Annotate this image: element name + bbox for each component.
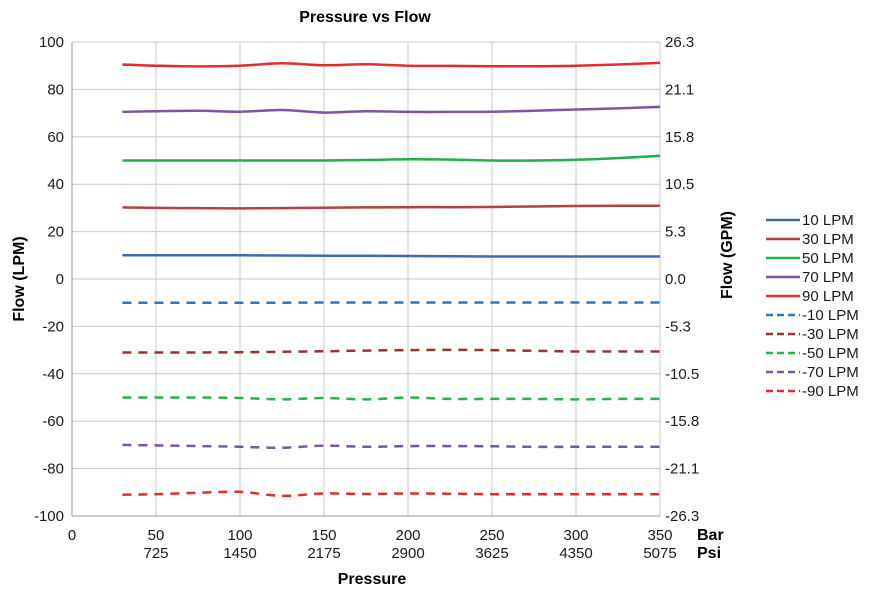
series-line-5 [122,61,661,68]
y2-tick-label: -10.5 [665,366,699,383]
y2-tick-label: -26.3 [665,508,699,525]
x-psi-tick-label: 725 [143,545,168,562]
series-line-4 [122,105,661,114]
legend-label: -90 LPM [802,383,859,400]
y2-tick-label: 26.3 [665,34,694,51]
y-tick-label: -100 [34,508,64,525]
series-line-1 [122,254,660,258]
y-axis-label: Flow (LPM) [11,236,28,321]
x-psi-tick-label: 1450 [223,545,256,562]
grid [72,41,661,517]
legend: 10 LPM 30 LPM 50 LPM 70 LPM 90 LPM -10 LPM -30… [766,212,859,400]
legend-label: 90 LPM [802,288,854,305]
y-tick-label: 60 [47,129,64,146]
x-psi-tick-label: 5075 [643,545,676,562]
y-tick-label: 40 [47,176,64,193]
x-unit-bar: Bar [697,527,724,544]
series-line-9 [122,443,660,449]
legend-label: -30 LPM [802,326,859,343]
x-unit-psi: Psi [697,545,721,562]
y-tick-label: 100 [39,34,64,51]
y-tick-label: 0 [56,271,64,288]
y2-tick-label: 5.3 [665,224,686,241]
legend-label: 70 LPM [802,269,854,286]
legend-label: 30 LPM [802,231,854,248]
x-tick-label: 250 [479,527,504,544]
legend-label: -10 LPM [802,307,859,324]
x-tick-label: 100 [227,527,252,544]
y-tick-label: -40 [42,366,64,383]
x-psi-tick-label: 2175 [307,545,340,562]
x-tick-label: 350 [647,527,672,544]
y-tick-label: 80 [47,81,64,98]
series-lines [122,61,661,498]
y-tick-label: -80 [42,461,64,478]
series-line-2 [122,204,661,210]
legend-label: -70 LPM [802,364,859,381]
x-axis-label: Pressure [338,571,407,588]
tick-labels: 100806040200-20-40-60-80-10026.321.115.8… [34,34,699,562]
y2-tick-label: 15.8 [665,129,694,146]
x-tick-label: 0 [68,527,76,544]
x-tick-label: 300 [563,527,588,544]
y-tick-label: -20 [42,318,64,335]
x-tick-label: 50 [148,527,165,544]
x-tick-label: 200 [395,527,420,544]
legend-label: -50 LPM [802,345,859,362]
axes [71,42,660,517]
y2-tick-label: 10.5 [665,176,694,193]
chart-title: Pressure vs Flow [299,9,431,26]
series-line-10 [122,490,660,498]
y-tick-label: 20 [47,224,64,241]
series-line-3 [122,154,661,162]
y-tick-label: -60 [42,413,64,430]
legend-label: 10 LPM [802,212,854,229]
y2-tick-label: 0.0 [665,271,686,288]
x-psi-tick-label: 4350 [559,545,592,562]
x-psi-tick-label: 2900 [391,545,424,562]
x-tick-label: 150 [311,527,336,544]
y2-axis-label: Flow (GPM) [719,211,736,299]
legend-label: 50 LPM [802,250,854,267]
y2-tick-label: -5.3 [665,318,691,335]
y2-tick-label: 21.1 [665,81,694,98]
y2-tick-label: -15.8 [665,413,699,430]
x-psi-tick-label: 3625 [475,545,508,562]
series-line-8 [122,396,661,401]
series-line-7 [122,348,660,354]
y2-tick-label: -21.1 [665,461,699,478]
